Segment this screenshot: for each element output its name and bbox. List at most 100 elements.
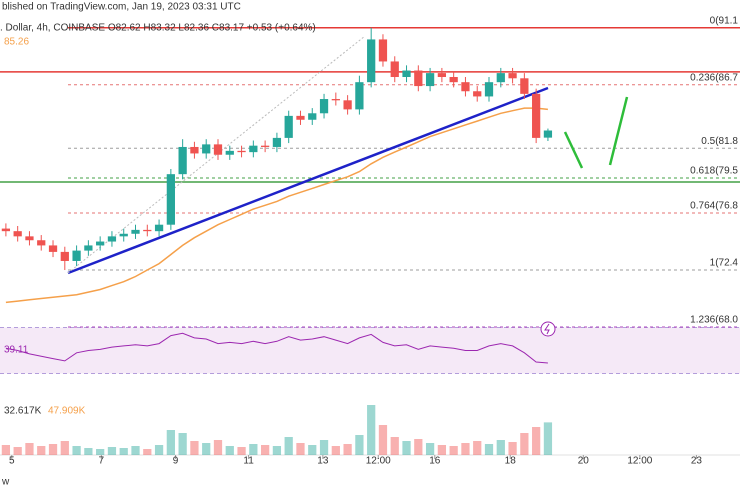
candle-body <box>119 233 128 237</box>
volume-bar <box>107 447 117 455</box>
rsi-line <box>5 332 548 364</box>
volume-bar <box>249 444 258 455</box>
candle-body <box>496 73 505 83</box>
arrow-down <box>563 131 584 169</box>
candle-body <box>284 115 293 138</box>
x-tick-label: 20 <box>578 456 590 467</box>
candle-body <box>402 70 411 78</box>
volume-bar <box>449 446 458 455</box>
candle-body <box>249 145 258 153</box>
candle-body <box>390 61 399 78</box>
x-tick-label: 16 <box>429 456 441 467</box>
volume-bar <box>60 441 69 455</box>
candle-body <box>72 250 81 261</box>
x-tick-label: 9 <box>173 456 179 467</box>
candle-body <box>543 130 553 138</box>
candle-body <box>449 77 458 83</box>
candle-body <box>355 82 364 110</box>
volume-bar <box>72 446 81 455</box>
volume-bar <box>496 440 505 455</box>
candle-body <box>84 245 93 251</box>
x-tick-label: 18 <box>505 456 517 467</box>
volume-bar <box>225 446 234 455</box>
candle-body <box>48 245 58 252</box>
volume-bar <box>343 444 352 455</box>
volume-bar <box>367 405 376 455</box>
candle-body <box>37 240 46 246</box>
volume-bar <box>143 449 152 455</box>
volume-bar <box>154 445 164 455</box>
volume-bar <box>237 447 246 455</box>
candle-body <box>60 251 69 261</box>
trend-line <box>67 86 549 275</box>
volume-bar <box>261 445 270 455</box>
candle-body <box>190 146 199 154</box>
fib-label: 1.236(68.0 <box>690 315 738 326</box>
candle-body <box>473 91 482 97</box>
fib-label: 0(91.1 <box>710 15 739 26</box>
volume-bar <box>166 430 175 455</box>
candle-body <box>308 113 317 120</box>
volume-bar <box>331 446 340 455</box>
volume-bar <box>543 422 553 455</box>
x-tick-label: 23 <box>691 456 703 467</box>
candle-body <box>343 100 352 110</box>
volume-bar <box>508 442 517 455</box>
candle-body <box>96 241 105 246</box>
candle-body <box>532 93 541 138</box>
candle-body <box>13 231 22 237</box>
header-title: blished on TradingView.com, Jan 19, 2023… <box>2 2 241 13</box>
x-tick-label: 12:00 <box>366 456 391 467</box>
candle-body <box>508 73 517 79</box>
volume-ma-label: 47.909K <box>48 406 86 417</box>
candle-body <box>178 146 187 175</box>
candle-body <box>143 229 152 232</box>
volume-bar <box>461 443 470 455</box>
volume-bar <box>437 445 447 455</box>
volume-bar <box>48 444 58 455</box>
fib-label: 0.236(86.7 <box>690 72 738 83</box>
volume-bar <box>1 445 11 455</box>
volume-bar <box>308 445 317 455</box>
ma-label: 85.26 <box>4 37 29 48</box>
volume-bar <box>13 447 22 455</box>
volume-bar <box>213 440 223 455</box>
candle-body <box>107 236 117 242</box>
x-tick-label: 11 <box>243 456 254 467</box>
volume-bar <box>520 433 529 455</box>
volume-bar <box>37 446 46 455</box>
candle-body <box>213 144 223 155</box>
event-bolt <box>544 323 550 335</box>
fib-label: 0.618(79.5 <box>690 166 738 177</box>
volume-bar <box>319 440 329 455</box>
volume-bar <box>119 448 128 455</box>
candle-body <box>484 82 494 97</box>
volume-bar <box>425 443 435 455</box>
candle-body <box>520 78 529 94</box>
volume-bar <box>484 444 494 455</box>
candle-body <box>202 144 211 154</box>
x-tick-label: 12:00 <box>627 456 652 467</box>
candle-body <box>272 137 282 147</box>
candle-body <box>1 228 11 232</box>
volume-bar <box>284 437 293 455</box>
candle-body <box>367 39 376 83</box>
fib-label: 1(72.4 <box>710 258 739 269</box>
moving-average <box>5 107 548 304</box>
x-tick-label: 7 <box>99 456 105 467</box>
candle-body <box>414 70 423 87</box>
volume-bar <box>390 437 399 455</box>
candle-body <box>225 150 234 155</box>
volume-bar <box>25 443 34 455</box>
x-tick-label: 5 <box>9 456 15 467</box>
x-tick-label: 13 <box>317 456 329 467</box>
volume-bar <box>355 435 364 455</box>
volume-label: 32.617K <box>4 406 42 417</box>
candle-body <box>237 150 246 153</box>
volume-bar <box>96 449 105 455</box>
event-icon <box>540 321 556 337</box>
volume-bar <box>532 427 541 455</box>
candle-body <box>319 99 329 114</box>
candle-body <box>378 39 388 62</box>
